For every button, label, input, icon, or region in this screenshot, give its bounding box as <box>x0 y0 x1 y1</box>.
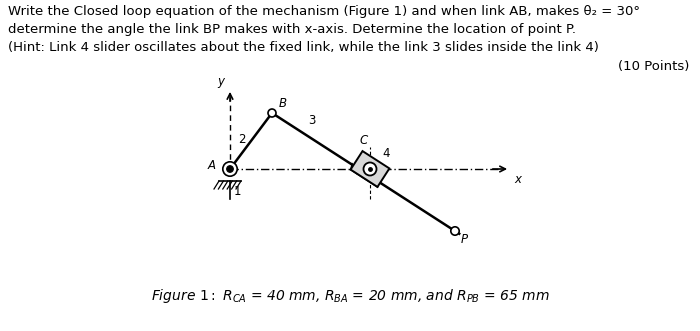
Circle shape <box>268 109 276 117</box>
Text: 1: 1 <box>234 184 241 198</box>
Circle shape <box>363 163 377 175</box>
Text: 3: 3 <box>309 114 316 127</box>
Text: B: B <box>279 97 287 110</box>
Text: P: P <box>461 233 468 246</box>
Text: $\it{Figure}$ $\it{1:}$ $R_{CA}$ = 40 mm, $R_{BA}$ = 20 mm, and $R_{PB}$ = 65 mm: $\it{Figure}$ $\it{1:}$ $R_{CA}$ = 40 mm… <box>150 287 550 305</box>
Circle shape <box>227 166 233 172</box>
Text: x: x <box>514 173 521 186</box>
Circle shape <box>223 162 237 176</box>
Text: C: C <box>360 134 368 147</box>
Polygon shape <box>351 151 389 187</box>
Text: 4: 4 <box>382 147 389 160</box>
Text: 2: 2 <box>238 132 246 146</box>
Text: Write the Closed loop equation of the mechanism (Figure 1) and when link AB, mak: Write the Closed loop equation of the me… <box>8 5 640 18</box>
Circle shape <box>451 227 459 235</box>
Text: (10 Points): (10 Points) <box>618 60 690 72</box>
Text: y: y <box>217 75 224 88</box>
Text: A: A <box>208 159 216 171</box>
Text: determine the angle the link BP makes with x-axis. Determine the location of poi: determine the angle the link BP makes wi… <box>8 23 576 36</box>
Text: (Hint: Link 4 slider oscillates about the fixed link, while the link 3 slides in: (Hint: Link 4 slider oscillates about th… <box>8 41 599 54</box>
